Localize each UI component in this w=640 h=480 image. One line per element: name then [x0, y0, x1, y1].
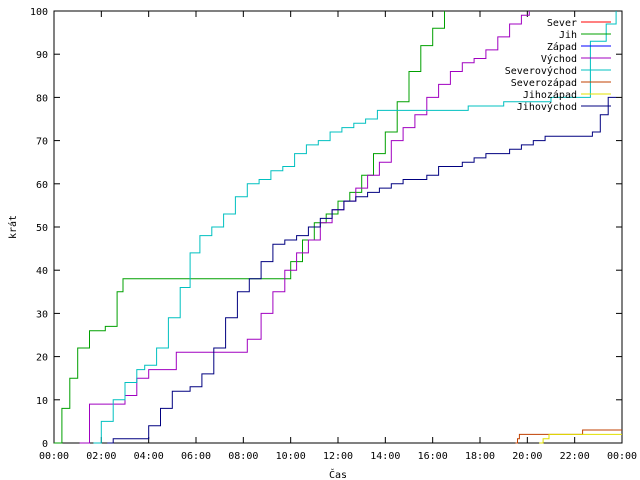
y-tick-label: 10	[36, 396, 48, 407]
x-tick-label: 04:00	[134, 451, 164, 462]
x-tick-label: 00:00	[39, 451, 69, 462]
series-line-jih	[54, 11, 445, 444]
series-line-severozápad	[515, 429, 622, 444]
x-tick-label: 02:00	[86, 451, 116, 462]
series-layer	[54, 11, 622, 444]
legend-label: Severozápad	[511, 77, 577, 89]
x-tick-label: 12:00	[323, 451, 353, 462]
x-axis: 00:00 02:00 04:00 06:00 08:00 10:00 12:00 14:00…	[39, 11, 637, 462]
legend-label: Jihozápad	[523, 89, 577, 101]
legend-label: Jih	[559, 30, 577, 41]
legend-label: Sever	[547, 18, 577, 29]
legend: SeverJihZápadVýchodSeverovýchodSeverozáp…	[505, 18, 611, 113]
x-tick-label: 00:00	[607, 451, 637, 462]
series-line-jihovýchod	[107, 96, 617, 444]
y-tick-label: 70	[36, 137, 48, 148]
series-line-jihozápad	[539, 433, 622, 444]
x-tick-label: 22:00	[560, 451, 590, 462]
x-tick-label: 10:00	[276, 451, 306, 462]
x-tick-label: 14:00	[370, 451, 400, 462]
x-tick-label: 16:00	[418, 451, 448, 462]
y-tick-label: 30	[36, 309, 48, 320]
series-line-severovýchod	[93, 11, 617, 444]
series-line-východ	[79, 11, 530, 444]
y-tick-label: 90	[36, 50, 48, 61]
legend-label: Západ	[547, 41, 577, 53]
legend-label: Jihovýchod	[517, 101, 577, 113]
y-tick-label: 40	[36, 266, 48, 277]
x-tick-label: 18:00	[465, 451, 495, 462]
legend-label: Východ	[541, 53, 577, 65]
x-axis-label: Čas	[329, 468, 347, 480]
y-axis-label: krát	[7, 215, 19, 239]
legend-label: Severovýchod	[505, 65, 577, 77]
y-tick-label: 0	[42, 439, 48, 450]
y-tick-label: 20	[36, 353, 48, 364]
y-tick-label: 60	[36, 180, 48, 191]
y-tick-label: 80	[36, 93, 48, 104]
x-tick-label: 06:00	[181, 451, 211, 462]
y-tick-label: 100	[30, 7, 48, 18]
x-tick-label: 08:00	[228, 451, 258, 462]
y-axis: 0 10 20 30 40 50 60 70 80 90 100	[30, 7, 622, 450]
x-tick-label: 20:00	[512, 451, 542, 462]
y-tick-label: 50	[36, 223, 48, 234]
